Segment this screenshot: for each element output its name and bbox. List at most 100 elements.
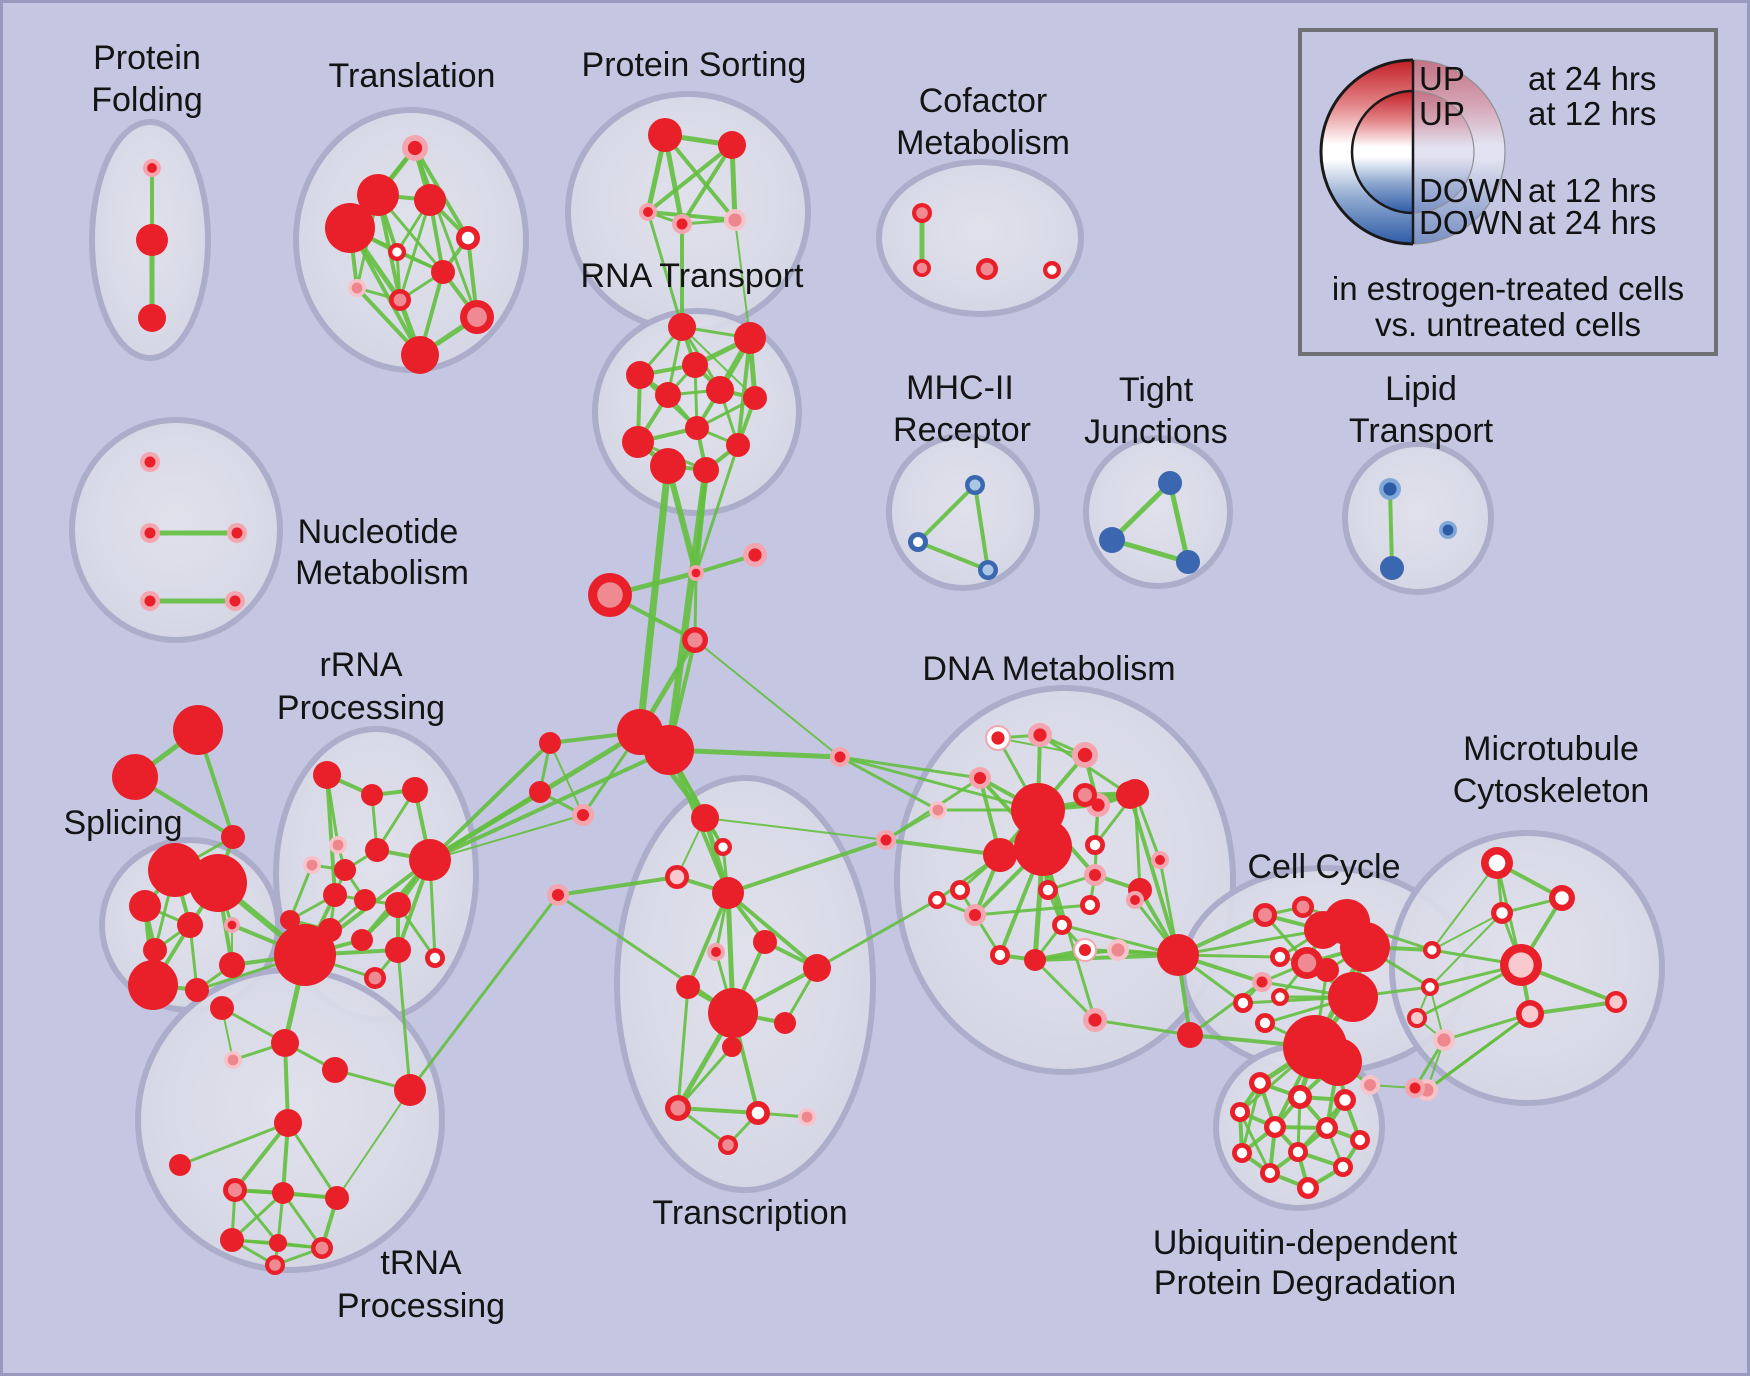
network-node[interactable]	[876, 830, 896, 850]
network-node[interactable]	[912, 203, 932, 223]
network-node[interactable]	[753, 930, 777, 954]
network-node[interactable]	[1270, 947, 1290, 967]
network-node[interactable]	[225, 591, 245, 611]
network-node[interactable]	[364, 967, 386, 989]
network-node[interactable]	[1176, 550, 1200, 574]
network-node[interactable]	[1350, 1130, 1370, 1150]
network-node[interactable]	[385, 892, 411, 918]
network-node[interactable]	[271, 1029, 299, 1057]
network-node[interactable]	[774, 1012, 796, 1034]
network-node[interactable]	[718, 131, 746, 159]
network-node[interactable]	[547, 884, 569, 906]
network-node[interactable]	[1288, 1142, 1308, 1162]
network-node[interactable]	[221, 825, 245, 849]
network-node[interactable]	[1288, 1085, 1312, 1109]
network-node[interactable]	[334, 859, 356, 881]
network-node[interactable]	[351, 929, 373, 951]
network-node[interactable]	[743, 543, 767, 567]
network-node[interactable]	[460, 300, 494, 334]
network-node[interactable]	[1099, 527, 1125, 553]
network-node[interactable]	[1491, 902, 1513, 924]
network-node[interactable]	[354, 889, 376, 911]
network-node[interactable]	[414, 184, 446, 216]
network-node[interactable]	[693, 457, 719, 483]
network-node[interactable]	[672, 214, 692, 234]
network-node[interactable]	[224, 1051, 242, 1069]
network-node[interactable]	[169, 1154, 191, 1176]
network-node[interactable]	[1126, 891, 1144, 909]
network-node[interactable]	[539, 732, 561, 754]
network-node[interactable]	[1158, 471, 1182, 495]
network-node[interactable]	[1439, 521, 1457, 539]
network-node[interactable]	[969, 767, 991, 789]
network-node[interactable]	[274, 924, 336, 986]
network-node[interactable]	[223, 1178, 247, 1202]
network-node[interactable]	[185, 978, 209, 1002]
network-node[interactable]	[743, 386, 767, 410]
network-node[interactable]	[357, 174, 399, 216]
network-node[interactable]	[913, 259, 931, 277]
network-node[interactable]	[650, 448, 686, 484]
network-node[interactable]	[1028, 723, 1052, 747]
network-node[interactable]	[1024, 949, 1046, 971]
network-node[interactable]	[1073, 938, 1097, 962]
network-node[interactable]	[978, 560, 998, 580]
network-node[interactable]	[1423, 941, 1441, 959]
network-node[interactable]	[707, 943, 725, 961]
network-node[interactable]	[1360, 1075, 1380, 1095]
network-node[interactable]	[143, 159, 161, 177]
network-node[interactable]	[1052, 915, 1072, 935]
network-node[interactable]	[1271, 988, 1289, 1006]
network-node[interactable]	[682, 627, 708, 653]
network-node[interactable]	[976, 258, 998, 280]
network-node[interactable]	[385, 937, 411, 963]
network-node[interactable]	[224, 917, 240, 933]
network-node[interactable]	[269, 1234, 287, 1252]
network-node[interactable]	[272, 1182, 294, 1204]
network-node[interactable]	[1328, 972, 1378, 1022]
network-node[interactable]	[1157, 934, 1199, 976]
network-node[interactable]	[1379, 478, 1401, 500]
network-node[interactable]	[1405, 1078, 1425, 1098]
network-node[interactable]	[734, 322, 766, 354]
network-node[interactable]	[143, 938, 167, 962]
network-node[interactable]	[572, 804, 594, 826]
network-node[interactable]	[655, 382, 681, 408]
network-node[interactable]	[1232, 1143, 1252, 1163]
network-node[interactable]	[688, 565, 704, 581]
network-node[interactable]	[138, 304, 166, 332]
network-node[interactable]	[361, 784, 383, 806]
network-node[interactable]	[303, 856, 321, 874]
network-node[interactable]	[712, 877, 744, 909]
network-node[interactable]	[219, 952, 245, 978]
network-node[interactable]	[529, 781, 551, 803]
network-node[interactable]	[1151, 851, 1169, 869]
network-node[interactable]	[1177, 1022, 1203, 1048]
network-node[interactable]	[394, 1074, 426, 1106]
network-node[interactable]	[388, 243, 406, 261]
network-node[interactable]	[425, 948, 445, 968]
network-node[interactable]	[325, 1186, 349, 1210]
network-node[interactable]	[1297, 1177, 1319, 1199]
network-node[interactable]	[1264, 1116, 1286, 1138]
network-node[interactable]	[1380, 556, 1404, 580]
network-node[interactable]	[140, 591, 160, 611]
network-node[interactable]	[626, 361, 654, 389]
network-node[interactable]	[177, 912, 203, 938]
network-node[interactable]	[1230, 1102, 1250, 1122]
network-node[interactable]	[1291, 947, 1323, 979]
network-node[interactable]	[313, 761, 341, 789]
network-node[interactable]	[1315, 958, 1339, 982]
network-node[interactable]	[1043, 261, 1061, 279]
network-node[interactable]	[1516, 1000, 1544, 1028]
network-node[interactable]	[456, 226, 480, 250]
network-node[interactable]	[706, 376, 734, 404]
network-node[interactable]	[1333, 1157, 1353, 1177]
network-node[interactable]	[928, 891, 946, 909]
network-node[interactable]	[722, 1037, 742, 1057]
network-node[interactable]	[389, 289, 411, 311]
network-node[interactable]	[140, 523, 160, 543]
network-node[interactable]	[1292, 896, 1314, 918]
network-node[interactable]	[665, 1095, 691, 1121]
network-node[interactable]	[1038, 880, 1058, 900]
